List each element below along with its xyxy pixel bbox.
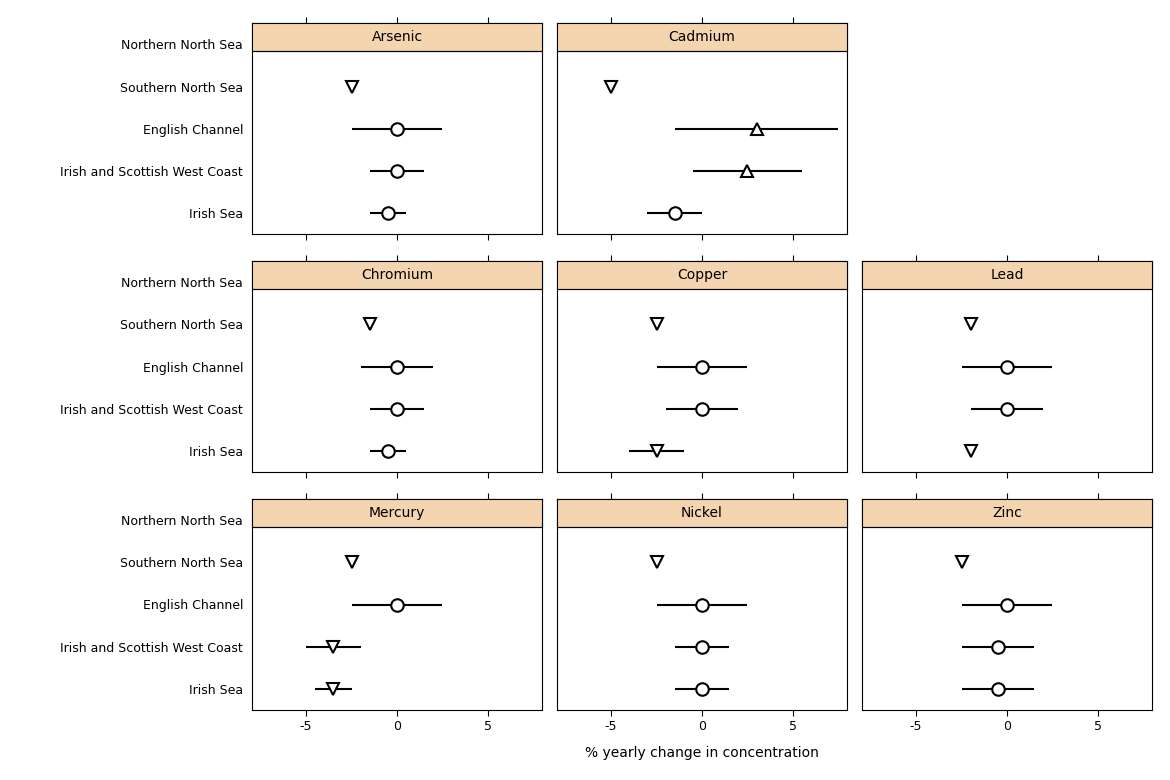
- Bar: [557, 261, 847, 289]
- Text: Cadmium: Cadmium: [668, 30, 736, 44]
- Text: Mercury: Mercury: [369, 506, 425, 520]
- Text: Chromium: Chromium: [362, 268, 433, 282]
- Bar: [557, 499, 847, 526]
- Text: Zinc: Zinc: [992, 506, 1021, 520]
- Text: Nickel: Nickel: [681, 506, 723, 520]
- Bar: [252, 23, 543, 51]
- Bar: [861, 261, 1152, 289]
- Bar: [557, 23, 847, 51]
- Bar: [861, 499, 1152, 526]
- Text: Arsenic: Arsenic: [371, 30, 422, 44]
- Text: Lead: Lead: [990, 268, 1024, 282]
- Text: Copper: Copper: [677, 268, 727, 282]
- Bar: [252, 499, 543, 526]
- Text: % yearly change in concentration: % yearly change in concentration: [585, 746, 819, 760]
- Bar: [252, 261, 543, 289]
